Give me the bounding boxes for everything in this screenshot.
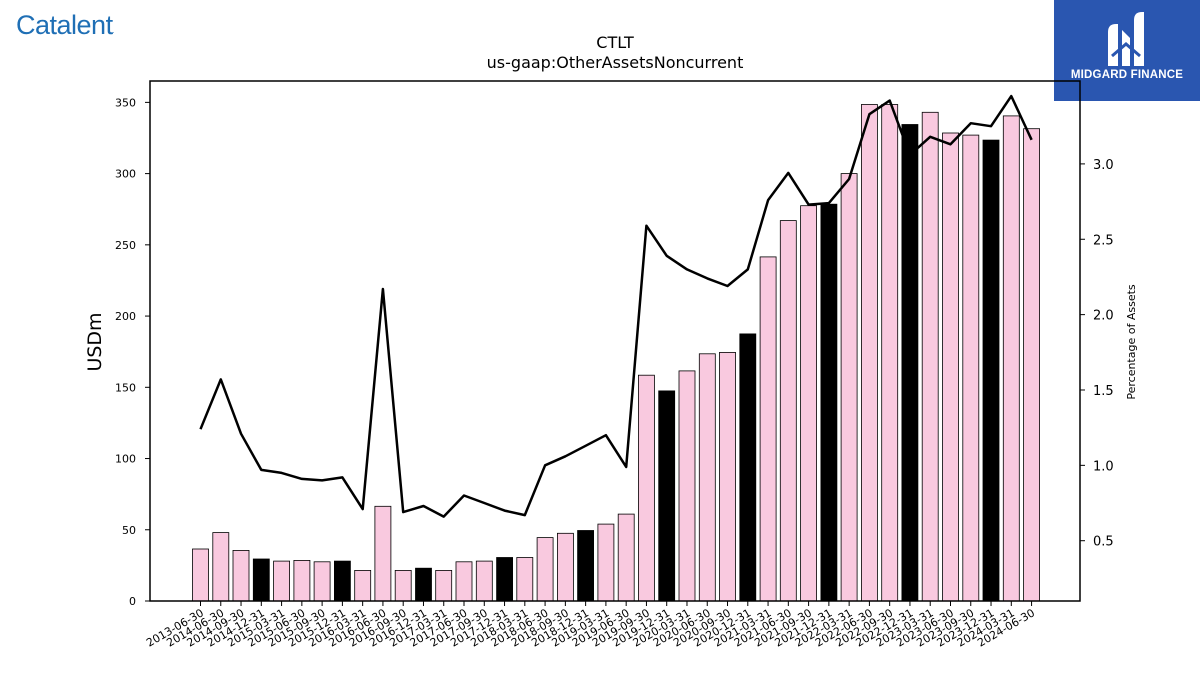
bar bbox=[617, 513, 635, 602]
bar bbox=[232, 550, 250, 602]
y-tick-label: 200 bbox=[115, 310, 136, 323]
midgard-finance-logo: MIDGARD FINANCE bbox=[1054, 0, 1200, 101]
bar bbox=[1023, 128, 1040, 602]
y-tick-label: 250 bbox=[115, 239, 136, 252]
bar bbox=[861, 104, 878, 602]
bar bbox=[394, 570, 412, 602]
bar bbox=[597, 523, 615, 602]
y2-tick-label: 2.5 bbox=[1093, 233, 1114, 248]
bar bbox=[496, 557, 514, 602]
bar bbox=[1002, 115, 1020, 602]
midgard-emblem-icon bbox=[1108, 12, 1144, 66]
bar bbox=[840, 173, 858, 602]
bar bbox=[739, 333, 757, 602]
percentage-line bbox=[199, 94, 1033, 518]
bar bbox=[759, 256, 777, 602]
y-axis-label: USDm bbox=[84, 312, 106, 371]
y2-tick-label: 1.5 bbox=[1093, 384, 1114, 399]
bar bbox=[333, 560, 351, 602]
chart-subtitle: us-gaap:OtherAssetsNoncurrent bbox=[487, 53, 744, 72]
bar bbox=[415, 567, 432, 602]
catalent-logo-text: Catalent bbox=[16, 10, 113, 40]
catalent-logo: Catalent. bbox=[16, 10, 115, 41]
chart-title: CTLT bbox=[596, 33, 634, 52]
y2-tick-label: 2.0 bbox=[1093, 309, 1114, 324]
bar bbox=[921, 111, 939, 602]
midgard-logo-text: MIDGARD FINANCE bbox=[1070, 69, 1184, 81]
bar bbox=[516, 557, 534, 602]
bar bbox=[820, 203, 838, 602]
bar bbox=[719, 351, 736, 602]
y-tick-label: 300 bbox=[115, 168, 136, 181]
bar bbox=[779, 220, 797, 602]
bar bbox=[252, 558, 270, 602]
bar bbox=[435, 570, 453, 602]
y-tick-label: 100 bbox=[115, 453, 136, 466]
bar bbox=[273, 560, 291, 602]
bar bbox=[374, 505, 392, 602]
bar bbox=[557, 532, 574, 602]
bar bbox=[354, 570, 372, 602]
bar bbox=[293, 560, 311, 602]
bar bbox=[800, 205, 817, 602]
catalent-logo-mark: . bbox=[112, 28, 115, 35]
bar bbox=[638, 374, 655, 602]
bar bbox=[475, 560, 493, 602]
y2-tick-label: 1.0 bbox=[1093, 459, 1114, 474]
bar bbox=[658, 390, 676, 602]
plot-frame bbox=[149, 80, 1081, 602]
y2-axis-label: Percentage of Assets bbox=[1125, 284, 1138, 400]
bar bbox=[901, 124, 919, 602]
bar bbox=[982, 139, 1000, 602]
bar bbox=[698, 353, 716, 602]
bar bbox=[881, 104, 899, 602]
y2-tick-label: 0.5 bbox=[1093, 535, 1114, 550]
bar bbox=[962, 134, 980, 602]
bar bbox=[212, 532, 230, 602]
y-tick-label: 150 bbox=[115, 381, 136, 394]
bar bbox=[678, 370, 696, 602]
bar bbox=[455, 561, 473, 602]
y-tick-label: 350 bbox=[115, 96, 136, 109]
y-tick-label: 0 bbox=[129, 595, 136, 608]
bar bbox=[192, 548, 209, 602]
bar bbox=[942, 132, 959, 602]
bar bbox=[536, 537, 554, 602]
bar bbox=[577, 530, 594, 602]
y-tick-label: 50 bbox=[122, 524, 136, 537]
bar bbox=[313, 561, 331, 602]
y2-tick-label: 3.0 bbox=[1093, 158, 1114, 173]
